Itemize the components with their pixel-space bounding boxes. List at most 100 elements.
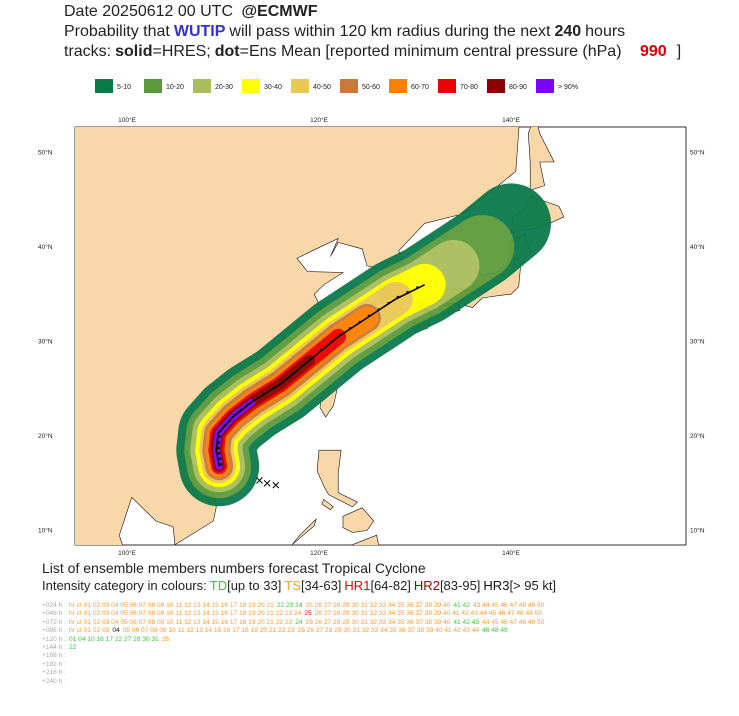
legend-swatch: [95, 79, 113, 93]
ens-mean-dot: [239, 408, 243, 412]
legend-swatch: [389, 79, 407, 93]
axis-labels: 100°E 100°E 120°E 120°E 140°E 140°E 50°N 50°N 40…: [38, 116, 705, 556]
header: Date 20250612 00 UTC @ECMWF Probability …: [64, 2, 685, 62]
source: @ECMWF: [241, 3, 318, 20]
header-line: Probability that WUTIP will pass within 12…: [64, 22, 685, 42]
landmass: [316, 449, 358, 508]
legend-label: 50-60: [362, 84, 380, 91]
legend-swatch: [438, 79, 456, 93]
member-title: List of ensemble members numbers forecas…: [42, 560, 426, 576]
ens-mean-dot: [377, 308, 380, 311]
lon-label: 120°E: [310, 549, 328, 556]
date: Date 20250612 00 UTC: [64, 3, 233, 20]
ens-mean-dot: [310, 357, 313, 360]
ens-mean-dot: [223, 424, 227, 427]
ens-mean-dot: [233, 413, 236, 417]
lat-label: 50°N: [690, 149, 705, 157]
header-line: tracks: solid=HRES; dot=Ens Mean [reported…: [64, 42, 685, 62]
ens-mean-dot: [272, 386, 275, 389]
lat-label: 50°N: [38, 149, 53, 157]
row-label: +144 h :: [42, 644, 67, 652]
legend: 5-10 10-20 20-30 30-40 40-50 50-60 60-70 70-80 8…: [95, 79, 578, 93]
ens-mean-dot: [218, 457, 222, 460]
ens-mean-dot: [252, 398, 255, 402]
lat-label: 30°N: [38, 338, 53, 346]
cross-mark: [256, 477, 263, 484]
landmass: [291, 518, 317, 545]
ens-mean-dot: [219, 429, 222, 433]
member-numbers: 25: [304, 610, 312, 618]
lon-label: 140°E: [502, 549, 520, 556]
lat-label: 20°N: [690, 432, 705, 440]
legend-swatch: [536, 79, 554, 93]
ens-mean-dot: [281, 380, 284, 384]
member-numbers: 44 45 46 47 48 49 50: [482, 618, 545, 626]
ens-mean-dot: [219, 463, 223, 466]
text: will pass within 120 km radius during th…: [229, 23, 551, 40]
ens-mean-dot: [218, 435, 221, 438]
legend-label: > 90%: [558, 84, 578, 91]
legend-swatch: [487, 79, 505, 93]
category-name: TS: [284, 578, 301, 593]
cross-mark: [272, 481, 280, 489]
category-range: [> 95 kt]: [509, 578, 557, 593]
lat-label: 40°N: [38, 243, 53, 251]
lat-label: 10°N: [690, 527, 705, 535]
ens-mean-dot: [319, 349, 323, 352]
lon-label: 140°E: [502, 116, 520, 124]
ens-mean-dot: [416, 286, 419, 289]
cross-mark: [263, 479, 271, 487]
member-numbers: 35: [161, 635, 170, 643]
member-numbers: 22: [69, 644, 77, 652]
row-label: +024 h :: [42, 602, 67, 609]
text: ]: [676, 43, 682, 60]
landmass: [350, 534, 379, 545]
member-numbers: 25 26 27 28 29 30 31 32 33 34 35 36 37 3…: [305, 602, 451, 609]
legend-label: 20-30: [215, 84, 233, 91]
member-numbers: 25 26 27 28 29 30 31 32 33 34 35 36 37 3…: [297, 627, 480, 635]
track: [215, 284, 425, 489]
landmass: [321, 498, 334, 511]
row-label: +096 h :: [42, 627, 67, 635]
row-label: +240 h :: [42, 677, 67, 685]
ens-mean-dot: [300, 364, 304, 368]
row-label: +216 h :: [42, 669, 67, 677]
text: Probability that: [64, 23, 170, 40]
lon-label: 100°E: [118, 116, 136, 124]
category-name: TD: [209, 578, 228, 593]
legend-label: 10-20: [166, 84, 184, 91]
legend-label: 30-40: [264, 84, 282, 91]
text: tracks:: [64, 43, 112, 60]
landmass: [342, 507, 375, 533]
member-numbers: hr ct 01 02 03 04 05 06 07 08 09 10 11 1…: [69, 618, 293, 626]
text: dot: [214, 43, 240, 60]
storm-name: WUTIP: [173, 23, 226, 40]
lat-label: 10°N: [38, 527, 53, 535]
category-range: [34-63]: [300, 578, 342, 593]
member-numbers: hr ct 01 02 03 04 05 06 07 08 09 10 11 1…: [69, 610, 302, 618]
member-numbers: 24: [295, 618, 303, 626]
pressure: 990: [639, 43, 667, 60]
legend-label: 70-80: [460, 84, 478, 91]
lat-label: 30°N: [690, 338, 705, 346]
ens-mean-dot: [387, 301, 390, 305]
ens-mean-dot: [406, 290, 409, 294]
member-numbers: 41 42 43: [453, 618, 480, 626]
member-row: +024 h : hr ct 01 02 03 04 05 06 07 08 09…: [42, 602, 559, 610]
row-label: +120 h :: [42, 635, 67, 643]
landmass: [527, 127, 555, 191]
ens-mean-dot: [348, 327, 352, 330]
legend-label: 5-10: [117, 84, 131, 91]
member-numbers: 25 26 27 28 29 30 31 32 33 34 35 36 37 3…: [305, 618, 451, 626]
member-numbers: 05 06 07 08 09 10 11 12 13 14 15 16 17 1…: [122, 627, 295, 635]
member-numbers: 04: [112, 627, 120, 635]
category-name: HR1: [344, 578, 371, 593]
intensity-line: Intensity category in colours: TD[up to 3…: [42, 577, 559, 594]
hres-track: [215, 284, 425, 467]
text: hours: [585, 23, 626, 40]
text: =HRES;: [152, 43, 211, 60]
legend-swatch: [242, 79, 260, 93]
member-row: +072 h : hr ct 01 02 03 04 05 06 07 08 09…: [42, 619, 559, 627]
text: Intensity category in colours:: [42, 578, 207, 593]
